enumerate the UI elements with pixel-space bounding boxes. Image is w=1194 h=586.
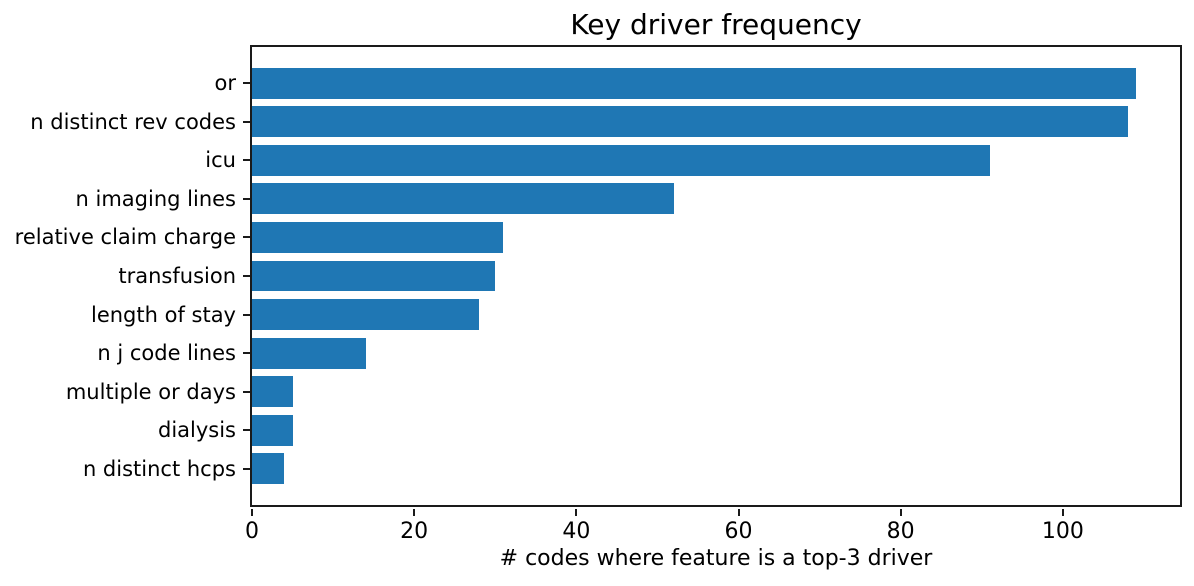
bar-relative-claim-charge: [252, 222, 504, 253]
x-tick-mark: [251, 509, 253, 516]
x-tick-mark: [413, 509, 416, 516]
bar-n-imaging-lines: [252, 183, 674, 215]
bar-dialysis: [252, 414, 293, 446]
x-tick-mark: [1061, 509, 1064, 516]
y-tick-label: relative claim charge: [14, 225, 236, 250]
y-tick-label: or: [214, 71, 236, 96]
x-tick-mark: [899, 509, 902, 516]
y-axis-category-labels: or n distinct rev codes icu n imaging lines…: [0, 45, 236, 507]
y-tick-label: length of stay: [90, 302, 236, 327]
y-tick-mark: [243, 467, 250, 470]
y-tick-mark: [243, 82, 250, 85]
y-tick-mark: [243, 120, 250, 123]
y-tick-mark: [243, 275, 250, 277]
x-tick-label: 40: [562, 519, 591, 544]
bar-length-of-stay: [252, 299, 480, 330]
chart-title: Key driver frequency: [570, 8, 862, 41]
x-tick-label: 60: [724, 519, 753, 544]
y-tick-label: n imaging lines: [75, 186, 236, 211]
y-tick-mark: [243, 197, 250, 200]
y-tick-mark: [243, 390, 250, 393]
y-tick-label: n distinct rev codes: [30, 109, 236, 134]
x-tick-label: 20: [400, 519, 429, 544]
bar-n-distinct-hcps: [252, 453, 285, 485]
y-tick-mark: [243, 313, 250, 316]
y-tick-label: dialysis: [157, 418, 236, 443]
y-tick-label: n distinct hcps: [82, 456, 236, 481]
y-tick-label: icu: [205, 148, 236, 173]
y-tick-label: n j code lines: [97, 341, 236, 366]
y-tick-mark: [243, 352, 250, 355]
bar-multiple-or-days: [252, 376, 293, 408]
plot-area: 0 20 40 60 80 100: [243, 45, 1182, 544]
x-tick-label: 80: [886, 519, 915, 544]
bar-transfusion: [252, 260, 496, 292]
bar-icu: [252, 144, 990, 176]
x-tick-mark: [737, 509, 740, 516]
bar-n-distinct-rev-codes: [252, 106, 1128, 138]
bar-or: [252, 67, 1136, 99]
y-tick-label: transfusion: [118, 264, 236, 288]
x-tick-label: 0: [245, 519, 259, 544]
x-tick-mark: [575, 509, 578, 516]
bar-n-j-code-lines: [252, 337, 366, 369]
y-tick-label: multiple or days: [65, 379, 236, 404]
y-tick-mark: [243, 159, 250, 162]
y-tick-mark: [243, 236, 250, 239]
y-tick-mark: [243, 429, 250, 432]
x-tick-label: 100: [1041, 519, 1084, 544]
x-axis-label: # codes where feature is a top-3 driver: [499, 546, 933, 571]
